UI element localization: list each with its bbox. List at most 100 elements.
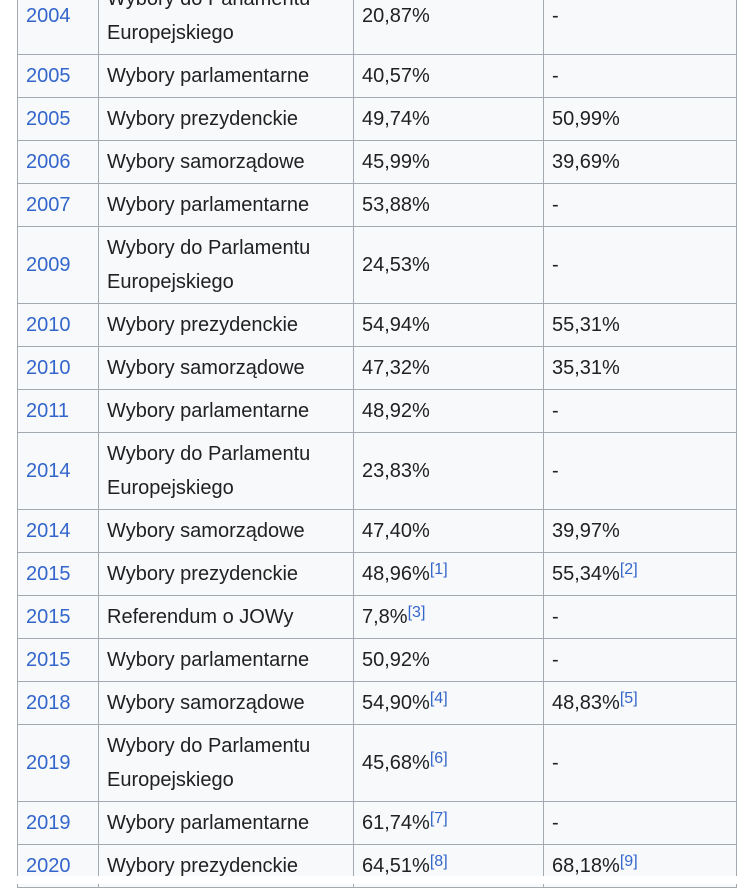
table-row: 2005 Wybory prezydenckie 49,74% 50,99% bbox=[17, 97, 737, 141]
second-round-turnout-cell: - bbox=[543, 183, 737, 227]
first-round-turnout-cell: 24,53% bbox=[353, 226, 544, 304]
election-type-cell: Wybory do Parlamentu Europejskiego bbox=[98, 432, 354, 510]
first-round-turnout-cell: 49,74% bbox=[353, 97, 544, 141]
table-row: 2015 Referendum o JOWy 7,8%[3] - bbox=[17, 595, 737, 639]
year-link[interactable]: 2007 bbox=[26, 194, 71, 216]
reference-link[interactable]: [6] bbox=[429, 750, 448, 767]
year-link[interactable]: 2015 bbox=[26, 649, 71, 671]
first-round-turnout-cell: 48,96%[1] bbox=[353, 552, 544, 596]
year-link[interactable]: 2019 bbox=[26, 812, 71, 834]
reference-link[interactable]: [9] bbox=[619, 853, 638, 870]
reference-link[interactable]: [2] bbox=[619, 561, 638, 578]
first-round-turnout-cell: 61,74%[7] bbox=[353, 801, 544, 845]
year-link[interactable]: 2015 bbox=[26, 563, 71, 585]
year-link[interactable]: 2019 bbox=[26, 752, 71, 774]
year-link[interactable]: 2009 bbox=[26, 254, 71, 276]
year-cell: 2007 bbox=[17, 183, 99, 227]
election-type-cell: Wybory parlamentarne bbox=[98, 638, 354, 682]
table-row: 2015 Wybory prezydenckie 48,96%[1] 55,34%[2… bbox=[17, 552, 737, 596]
election-type-cell: Wybory parlamentarne bbox=[98, 389, 354, 433]
reference-link[interactable]: [8] bbox=[429, 853, 448, 870]
first-round-turnout-value: 47,40% bbox=[362, 520, 430, 542]
second-round-turnout-cell: 39,97% bbox=[543, 509, 737, 553]
page-bottom-margin bbox=[0, 876, 746, 884]
reference-link[interactable]: [1] bbox=[429, 561, 448, 578]
year-link[interactable]: 2020 bbox=[26, 855, 71, 877]
reference-link[interactable]: [5] bbox=[619, 690, 638, 707]
first-round-turnout-cell: 47,32% bbox=[353, 346, 544, 390]
year-link[interactable]: 2011 bbox=[26, 400, 70, 422]
reference-link[interactable]: [3] bbox=[407, 604, 426, 621]
year-link[interactable]: 2006 bbox=[26, 151, 71, 173]
first-round-turnout-cell: 40,57% bbox=[353, 54, 544, 98]
first-round-turnout-value: 47,32% bbox=[362, 357, 430, 379]
second-round-turnout-value: 55,31% bbox=[552, 314, 620, 336]
second-round-turnout-cell: - bbox=[543, 595, 737, 639]
second-round-turnout-value: - bbox=[552, 649, 559, 671]
election-type-cell: Referendum o JOWy bbox=[98, 595, 354, 639]
table-row: 2014 Wybory do Parlamentu Europejskiego 23… bbox=[17, 432, 737, 510]
table-row: 2014 Wybory samorządowe 47,40% 39,97% bbox=[17, 509, 737, 553]
first-round-turnout-cell: 48,92% bbox=[353, 389, 544, 433]
first-round-turnout-cell: 7,8%[3] bbox=[353, 595, 544, 639]
reference-link[interactable]: [7] bbox=[429, 810, 448, 827]
year-link[interactable]: 2015 bbox=[26, 606, 71, 628]
first-round-turnout-cell: 53,88% bbox=[353, 183, 544, 227]
election-type-cell: Wybory prezydenckie bbox=[98, 552, 354, 596]
second-round-turnout-cell: 39,69% bbox=[543, 140, 737, 184]
first-round-turnout-value: 20,87% bbox=[362, 5, 430, 27]
second-round-turnout-value: - bbox=[552, 5, 559, 27]
first-round-turnout-cell: 23,83% bbox=[353, 432, 544, 510]
year-link[interactable]: 2010 bbox=[26, 314, 71, 336]
second-round-turnout-value: - bbox=[552, 752, 559, 774]
second-round-turnout-value: 48,83% bbox=[552, 692, 620, 714]
table-row: 2007 Wybory parlamentarne 53,88% - bbox=[17, 183, 737, 227]
first-round-turnout-value: 40,57% bbox=[362, 65, 430, 87]
second-round-turnout-cell: 35,31% bbox=[543, 346, 737, 390]
first-round-turnout-cell: 20,87% bbox=[353, 0, 544, 55]
first-round-turnout-value: 49,74% bbox=[362, 108, 430, 130]
turnout-table: 2004Wybory do Parlamentu Europejskiego20… bbox=[17, 0, 737, 888]
year-link[interactable]: 2014 bbox=[26, 460, 71, 482]
second-round-turnout-cell: 55,31% bbox=[543, 303, 737, 347]
election-type-cell: Wybory samorządowe bbox=[98, 346, 354, 390]
first-round-turnout-cell: 50,92% bbox=[353, 638, 544, 682]
year-link[interactable]: 2010 bbox=[26, 357, 71, 379]
table-body: 2004Wybory do Parlamentu Europejskiego20… bbox=[17, 0, 737, 888]
first-round-turnout-value: 64,51% bbox=[362, 855, 430, 877]
year-link[interactable]: 2004 bbox=[26, 5, 71, 27]
first-round-turnout-value: 24,53% bbox=[362, 254, 430, 276]
first-round-turnout-cell: 54,94% bbox=[353, 303, 544, 347]
election-type-cell: Wybory parlamentarne bbox=[98, 183, 354, 227]
election-type-cell: Wybory samorządowe bbox=[98, 681, 354, 725]
second-round-turnout-cell: 55,34%[2] bbox=[543, 552, 737, 596]
reference-link[interactable]: [4] bbox=[429, 690, 448, 707]
second-round-turnout-value: - bbox=[552, 65, 559, 87]
first-round-turnout-cell: 45,68%[6] bbox=[353, 724, 544, 802]
reference-note: [3] bbox=[408, 604, 426, 621]
first-round-turnout-value: 23,83% bbox=[362, 460, 430, 482]
election-type-cell: Wybory do Parlamentu Europejskiego bbox=[98, 0, 354, 55]
table-row: 2015 Wybory parlamentarne 50,92% - bbox=[17, 638, 737, 682]
reference-note: [5] bbox=[620, 690, 638, 707]
first-round-turnout-value: 48,92% bbox=[362, 400, 430, 422]
second-round-turnout-cell: - bbox=[543, 801, 737, 845]
first-round-turnout-value: 7,8% bbox=[362, 606, 408, 628]
second-round-turnout-value: - bbox=[552, 400, 559, 422]
second-round-turnout-value: 35,31% bbox=[552, 357, 620, 379]
year-cell: 2010 bbox=[17, 303, 99, 347]
second-round-turnout-cell: - bbox=[543, 432, 737, 510]
first-round-turnout-cell: 47,40% bbox=[353, 509, 544, 553]
year-link[interactable]: 2018 bbox=[26, 692, 71, 714]
first-round-turnout-cell: 45,99% bbox=[353, 140, 544, 184]
first-round-turnout-value: 45,99% bbox=[362, 151, 430, 173]
election-type-cell: Wybory samorządowe bbox=[98, 140, 354, 184]
year-link[interactable]: 2005 bbox=[26, 108, 71, 130]
reference-note: [4] bbox=[430, 690, 448, 707]
year-link[interactable]: 2005 bbox=[26, 65, 71, 87]
year-cell: 2004 bbox=[17, 0, 99, 55]
year-link[interactable]: 2014 bbox=[26, 520, 71, 542]
table-row: 2010 Wybory samorządowe 47,32% 35,31% bbox=[17, 346, 737, 390]
second-round-turnout-value: - bbox=[552, 460, 559, 482]
year-cell: 2005 bbox=[17, 97, 99, 141]
